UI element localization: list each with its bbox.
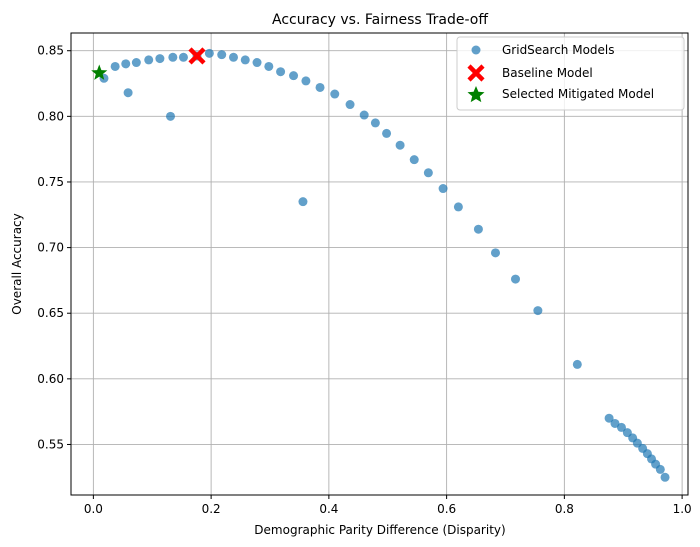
x-tick-label: 0.2 [202,502,221,516]
gridsearch-point [204,48,214,58]
gridsearch-point [217,50,227,60]
gridsearch-point [155,54,165,64]
axis-ticks: 0.0 0.2 0.4 0.6 0.8 1.0 0.55 0.60 0.65 0.70 0.75 0.… [37,44,691,516]
gridsearch-point [370,118,380,128]
gridsearch-point [330,89,340,99]
x-tick-label: 0.8 [555,502,574,516]
legend-item-baseline: Baseline Model [467,64,593,82]
y-tick-label: 0.85 [37,44,64,58]
gridsearch-point [359,110,369,120]
legend-item-mitigated: Selected Mitigated Model [467,86,654,103]
y-tick-label: 0.60 [37,372,64,386]
gridsearch-point [123,88,133,98]
gridsearch-point [510,274,520,284]
gridsearch-point [165,111,175,121]
gridsearch-point [660,472,670,482]
y-tick-label: 0.70 [37,241,64,255]
gridsearch-point [264,61,274,71]
data-points [91,47,670,482]
y-axis-label: Overall Accuracy [10,213,24,314]
gridsearch-point [315,82,325,92]
y-tick-label: 0.75 [37,175,64,189]
gridsearch-point [110,61,120,71]
gridsearch-point [276,67,286,77]
legend-item-gridsearch: GridSearch Models [471,43,615,57]
baseline-point [188,47,206,65]
x-tick-label: 0.4 [319,502,338,516]
gridsearch-point [409,155,419,165]
gridsearch-point [395,140,405,150]
gridsearch-point [178,52,188,62]
gridsearch-point [610,418,620,428]
y-tick-label: 0.65 [37,306,64,320]
legend-box [456,36,685,111]
gridsearch-point [423,168,433,178]
gridsearch-point [131,58,141,68]
gridsearch-point [572,359,582,369]
gridsearch-point [382,128,392,138]
x-tick-label: 0.0 [84,502,103,516]
mitigated-point [91,64,108,80]
gridsearch-point [121,59,131,69]
gridsearch-point [240,55,250,65]
legend-marker-x [467,64,485,82]
gridsearch-point [616,422,626,432]
chart-title: Accuracy vs. Fairness Trade-off [272,12,488,28]
legend-label-gridsearch: GridSearch Models [502,43,615,57]
gridsearch-point [473,224,483,234]
legend-label-mitigated: Selected Mitigated Model [502,87,654,101]
gridsearch-point [252,58,262,68]
legend-label-baseline: Baseline Model [502,66,593,80]
gridsearch-point [168,52,178,62]
legend: GridSearch Models Baseline Model Selecte… [456,36,685,111]
legend-marker-star [467,86,485,103]
gridsearch-point [298,197,308,207]
gridsearch-point [604,413,614,423]
gridsearch-point [301,76,311,86]
gridsearch-point [228,52,238,62]
gridsearch-point [490,248,500,258]
legend-marker-circle [471,45,481,55]
y-tick-label: 0.55 [37,437,64,451]
gridsearch-point [655,464,665,474]
y-tick-label: 0.80 [37,109,64,123]
x-tick-label: 0.6 [437,502,456,516]
x-axis-label: Demographic Parity Difference (Disparity… [254,523,505,537]
plot-frame [70,32,689,496]
gridsearch-point [453,202,463,212]
gridsearch-point [533,306,543,316]
x-tick-label: 1.0 [673,502,692,516]
gridsearch-point [438,184,448,194]
gridsearch-point [345,100,355,110]
gridsearch-point [144,55,154,65]
gridsearch-point [289,71,299,81]
